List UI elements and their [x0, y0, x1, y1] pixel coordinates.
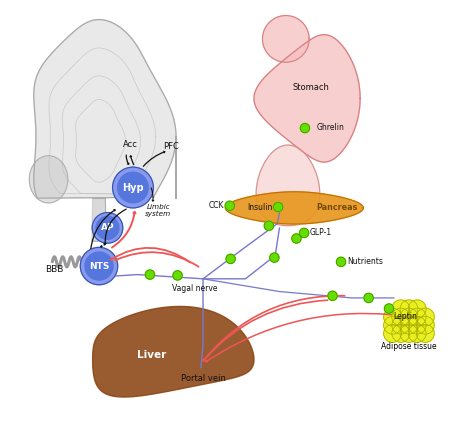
Polygon shape — [34, 20, 176, 199]
Text: BBB: BBB — [45, 265, 64, 274]
Circle shape — [92, 213, 123, 243]
Circle shape — [292, 234, 301, 243]
Circle shape — [80, 248, 118, 285]
Circle shape — [173, 271, 182, 280]
Circle shape — [392, 325, 410, 343]
Text: AP: AP — [100, 223, 114, 232]
Circle shape — [273, 202, 283, 212]
Text: GLP-1: GLP-1 — [310, 228, 332, 237]
Text: NTS: NTS — [89, 262, 109, 271]
Circle shape — [328, 291, 337, 300]
Circle shape — [225, 201, 235, 210]
Circle shape — [226, 254, 235, 264]
Ellipse shape — [29, 155, 68, 203]
Circle shape — [400, 308, 418, 326]
Circle shape — [400, 317, 418, 334]
Circle shape — [408, 325, 426, 343]
Text: Stomach: Stomach — [292, 83, 329, 92]
Circle shape — [146, 270, 155, 279]
Circle shape — [270, 253, 279, 262]
Circle shape — [96, 216, 119, 239]
Circle shape — [400, 300, 418, 318]
Circle shape — [408, 308, 426, 326]
Circle shape — [337, 257, 346, 267]
Circle shape — [118, 172, 148, 203]
Circle shape — [364, 293, 374, 302]
Text: Hyp: Hyp — [122, 182, 144, 193]
Circle shape — [264, 221, 273, 230]
Circle shape — [300, 228, 309, 238]
Text: Leptin: Leptin — [393, 311, 417, 320]
Circle shape — [417, 317, 434, 334]
Circle shape — [300, 124, 310, 133]
Circle shape — [400, 325, 418, 343]
Text: Portal vein: Portal vein — [181, 374, 226, 383]
Text: Ghrelin: Ghrelin — [317, 123, 345, 132]
Circle shape — [417, 308, 434, 326]
Polygon shape — [263, 16, 309, 62]
Circle shape — [417, 325, 434, 343]
Circle shape — [392, 300, 410, 318]
Circle shape — [383, 308, 401, 326]
Text: Pancreas: Pancreas — [316, 202, 357, 212]
Text: Nutrients: Nutrients — [347, 257, 383, 266]
Circle shape — [383, 325, 401, 343]
Circle shape — [392, 317, 410, 334]
Polygon shape — [92, 199, 106, 241]
Circle shape — [383, 317, 401, 334]
Text: Liver: Liver — [137, 350, 167, 360]
Polygon shape — [256, 145, 320, 226]
Text: Insulin: Insulin — [247, 202, 272, 212]
Text: Acc: Acc — [123, 140, 138, 149]
Circle shape — [85, 252, 113, 280]
Circle shape — [408, 300, 426, 318]
Polygon shape — [92, 306, 254, 397]
Text: Adipose tissue: Adipose tissue — [381, 342, 437, 351]
Polygon shape — [254, 35, 360, 162]
Text: PFC: PFC — [163, 142, 179, 151]
Text: Vagal nerve: Vagal nerve — [172, 284, 217, 293]
Text: Limbic
system: Limbic system — [146, 204, 172, 217]
Circle shape — [392, 308, 410, 326]
Circle shape — [113, 167, 154, 208]
Circle shape — [384, 304, 394, 313]
Polygon shape — [225, 192, 363, 224]
Circle shape — [408, 317, 426, 334]
Text: CCK: CCK — [209, 201, 224, 210]
